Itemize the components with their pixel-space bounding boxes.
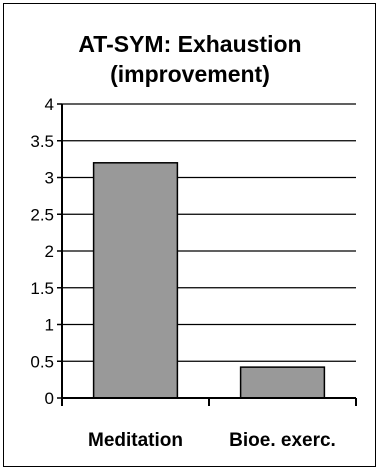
chart-title-line-1: AT-SYM: Exhaustion — [78, 31, 301, 57]
bar-0 — [92, 162, 179, 399]
y-tick-label: 0.5 — [30, 352, 54, 371]
y-tick-label: 3.5 — [30, 132, 54, 151]
y-tick-label: 1.5 — [30, 279, 54, 298]
bars — [92, 162, 326, 399]
x-category-label: Meditation — [88, 430, 183, 451]
chart-title-line-2: (improvement) — [110, 61, 270, 87]
x-category-labels: Meditation Bioe. exerc. — [88, 430, 336, 451]
y-tick-label: 4 — [45, 95, 54, 114]
axes — [57, 103, 357, 406]
y-tick-label: 1 — [45, 316, 54, 335]
y-tick-label: 3 — [45, 169, 54, 188]
y-tick-label: 2.5 — [30, 205, 54, 224]
y-tick-label: 0 — [45, 389, 54, 408]
x-category-label: Bioe. exerc. — [229, 430, 336, 451]
bar-1 — [239, 366, 326, 399]
y-tick-label: 2 — [45, 242, 54, 261]
y-tick-labels: 0 0.5 1 1.5 2 2.5 3 3.5 4 — [30, 95, 54, 408]
